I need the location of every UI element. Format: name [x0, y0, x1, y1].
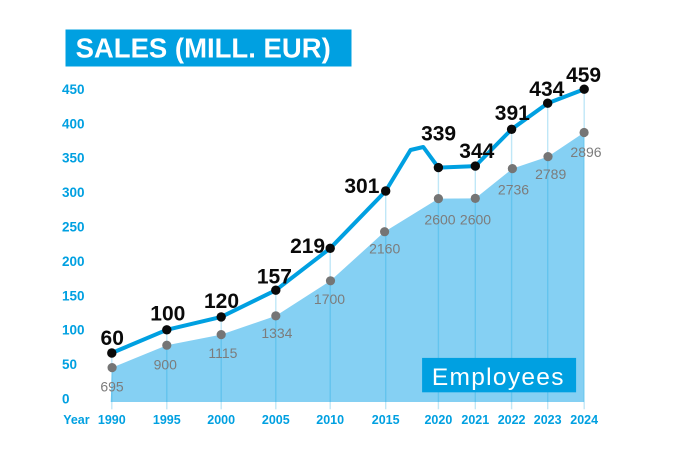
svg-text:301: 301: [344, 175, 379, 198]
svg-text:2015: 2015: [372, 413, 400, 427]
svg-text:0: 0: [62, 392, 70, 407]
svg-text:300: 300: [62, 185, 85, 200]
svg-text:1700: 1700: [314, 291, 345, 307]
svg-text:1334: 1334: [261, 325, 292, 341]
svg-text:2023: 2023: [534, 413, 562, 427]
svg-text:Year: Year: [63, 413, 90, 427]
svg-text:2000: 2000: [207, 413, 235, 427]
svg-text:120: 120: [204, 290, 239, 313]
svg-text:Employees: Employees: [432, 364, 565, 391]
svg-text:2022: 2022: [498, 413, 526, 427]
svg-text:1990: 1990: [98, 413, 126, 427]
svg-text:344: 344: [459, 140, 494, 163]
svg-text:339: 339: [421, 122, 456, 145]
svg-text:400: 400: [62, 116, 85, 131]
svg-text:2600: 2600: [460, 211, 491, 227]
svg-text:1995: 1995: [153, 413, 181, 427]
svg-text:157: 157: [257, 265, 292, 288]
svg-text:450: 450: [62, 82, 85, 97]
svg-text:150: 150: [62, 288, 85, 303]
svg-text:434: 434: [529, 78, 564, 101]
svg-text:2736: 2736: [498, 181, 529, 197]
svg-text:1115: 1115: [208, 345, 237, 361]
svg-text:60: 60: [101, 327, 124, 350]
svg-text:200: 200: [62, 254, 85, 269]
svg-text:2020: 2020: [424, 413, 452, 427]
svg-text:SALES (MILL. EUR): SALES (MILL. EUR): [76, 32, 331, 63]
svg-text:2005: 2005: [262, 413, 290, 427]
svg-text:219: 219: [290, 235, 325, 258]
svg-text:695: 695: [100, 378, 124, 394]
svg-text:2896: 2896: [570, 144, 601, 160]
svg-text:2021: 2021: [461, 413, 489, 427]
svg-text:2010: 2010: [316, 413, 344, 427]
svg-text:100: 100: [62, 323, 85, 338]
svg-text:900: 900: [154, 357, 178, 373]
svg-text:2024: 2024: [570, 413, 598, 427]
svg-text:100: 100: [150, 303, 185, 326]
svg-text:2600: 2600: [424, 211, 455, 227]
svg-text:2789: 2789: [535, 166, 566, 182]
svg-text:459: 459: [566, 64, 601, 87]
svg-text:350: 350: [62, 151, 85, 166]
svg-text:391: 391: [495, 102, 530, 125]
svg-text:250: 250: [62, 220, 85, 235]
svg-text:2160: 2160: [369, 241, 400, 257]
svg-text:50: 50: [62, 357, 77, 372]
